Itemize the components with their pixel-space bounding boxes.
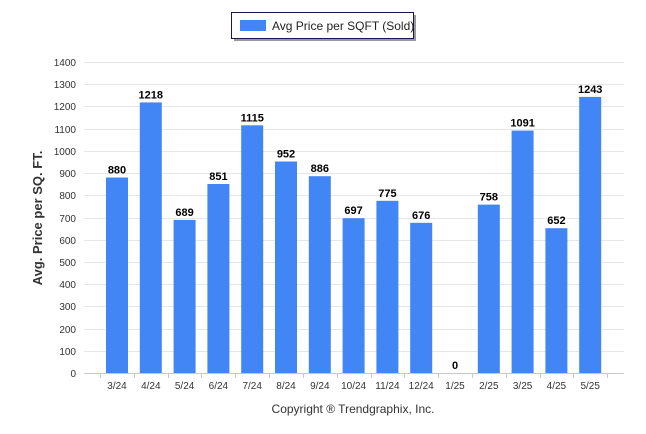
- bar: [477, 204, 500, 373]
- x-tick-label: 10/24: [341, 381, 366, 392]
- y-tick-label: 400: [59, 280, 76, 291]
- x-tick-label: 8/24: [276, 381, 296, 392]
- bar: [410, 222, 433, 373]
- y-tick-label: 900: [59, 169, 76, 180]
- x-tick-label: 4/24: [141, 381, 161, 392]
- x-tick-label: 9/24: [310, 381, 330, 392]
- bar: [579, 96, 602, 374]
- x-tick-label: 5/24: [175, 381, 195, 392]
- bar: [545, 228, 568, 373]
- x-tick-label: 1/25: [445, 381, 465, 392]
- bar: [207, 184, 230, 373]
- x-tick-label: 12/24: [409, 381, 434, 392]
- data-label: 1115: [241, 112, 264, 124]
- y-tick-label: 100: [59, 347, 76, 358]
- data-label: 1243: [578, 84, 602, 96]
- y-tick-label: 1200: [54, 102, 77, 113]
- y-tick-label: 1000: [54, 147, 77, 158]
- y-tick-label: 500: [59, 258, 76, 269]
- data-label: 880: [108, 165, 126, 177]
- x-tick-label: 11/24: [375, 381, 400, 392]
- bar: [106, 177, 128, 373]
- data-label: 652: [547, 215, 565, 227]
- data-label: 758: [480, 192, 498, 204]
- y-tick-label: 800: [59, 191, 76, 202]
- legend[interactable]: Avg Price per SQFT (Sold): [231, 12, 417, 42]
- y-tick-label: 0: [70, 369, 76, 380]
- x-tick-label: 3/24: [107, 381, 127, 392]
- y-tick-label: 700: [59, 214, 76, 225]
- bar: [275, 161, 297, 373]
- y-axis-title: Avg. Price per SQ. FT.: [30, 151, 45, 286]
- bar: [173, 219, 196, 373]
- legend-swatch: [240, 20, 266, 31]
- data-label: 886: [311, 163, 329, 175]
- y-tick-label: 1400: [54, 58, 77, 69]
- y-axis-ticks: 0 100 200 300 400 500 600 700 800 900 1000 1100 1200…: [54, 58, 77, 380]
- y-tick-label: 300: [59, 302, 76, 313]
- x-tick-label: 5/25: [580, 381, 600, 392]
- data-label: 697: [344, 205, 362, 217]
- data-label: 689: [175, 207, 193, 219]
- data-label: 0: [452, 360, 458, 372]
- data-label: 676: [412, 210, 430, 222]
- data-label: 1091: [510, 118, 534, 130]
- bars: [106, 96, 602, 374]
- y-tick-label: 600: [59, 236, 76, 247]
- y-tick-label: 1100: [54, 125, 76, 136]
- x-tick-label: 7/24: [242, 381, 262, 392]
- bar: [241, 125, 264, 373]
- data-label: 952: [277, 149, 295, 161]
- copyright-footer: Copyright ® Trendgraphix, Inc.: [272, 402, 435, 416]
- bar: [342, 218, 365, 373]
- data-label: 775: [378, 188, 396, 200]
- legend-label: Avg Price per SQFT (Sold): [272, 19, 414, 33]
- x-axis-ticks: 3/24 4/24 5/24 6/24 7/24 8/24 9/24 10/24 11/24 12…: [100, 373, 608, 392]
- data-labels: 880 1218 689 851 1115 952 886 697 775 676 0 758 1091…: [108, 84, 603, 372]
- x-tick-label: 3/25: [513, 381, 533, 392]
- x-tick-label: 4/25: [547, 381, 567, 392]
- bar: [308, 176, 331, 373]
- y-tick-label: 200: [59, 325, 76, 336]
- bar: [139, 102, 162, 374]
- y-tick-label: 1300: [54, 80, 77, 91]
- data-label: 1218: [139, 89, 163, 101]
- bar: [511, 130, 534, 373]
- data-label: 851: [209, 171, 227, 183]
- x-tick-label: 6/24: [209, 381, 229, 392]
- x-tick-label: 2/25: [479, 381, 499, 392]
- bar: [376, 200, 399, 373]
